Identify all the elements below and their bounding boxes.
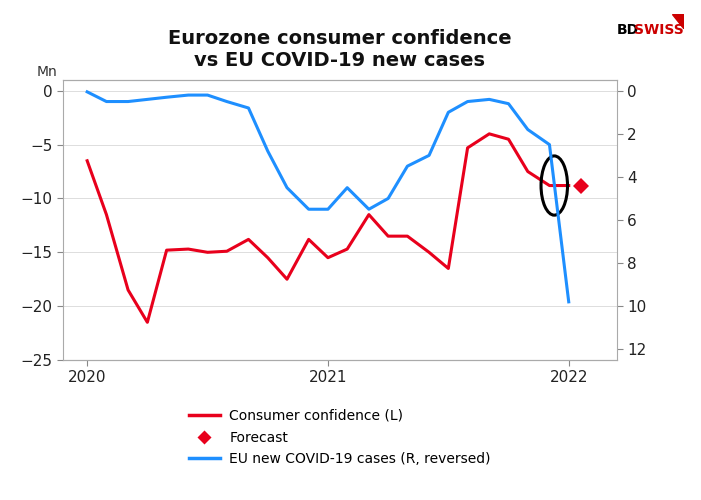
Text: Mn: Mn	[36, 64, 57, 78]
Text: SWISS: SWISS	[634, 22, 684, 36]
Legend: Consumer confidence (L), Forecast, EU new COVID-19 cases (R, reversed): Consumer confidence (L), Forecast, EU ne…	[189, 409, 491, 466]
Text: BD: BD	[617, 22, 639, 36]
Title: Eurozone consumer confidence
vs EU COVID-19 new cases: Eurozone consumer confidence vs EU COVID…	[168, 29, 512, 70]
Polygon shape	[672, 14, 684, 29]
